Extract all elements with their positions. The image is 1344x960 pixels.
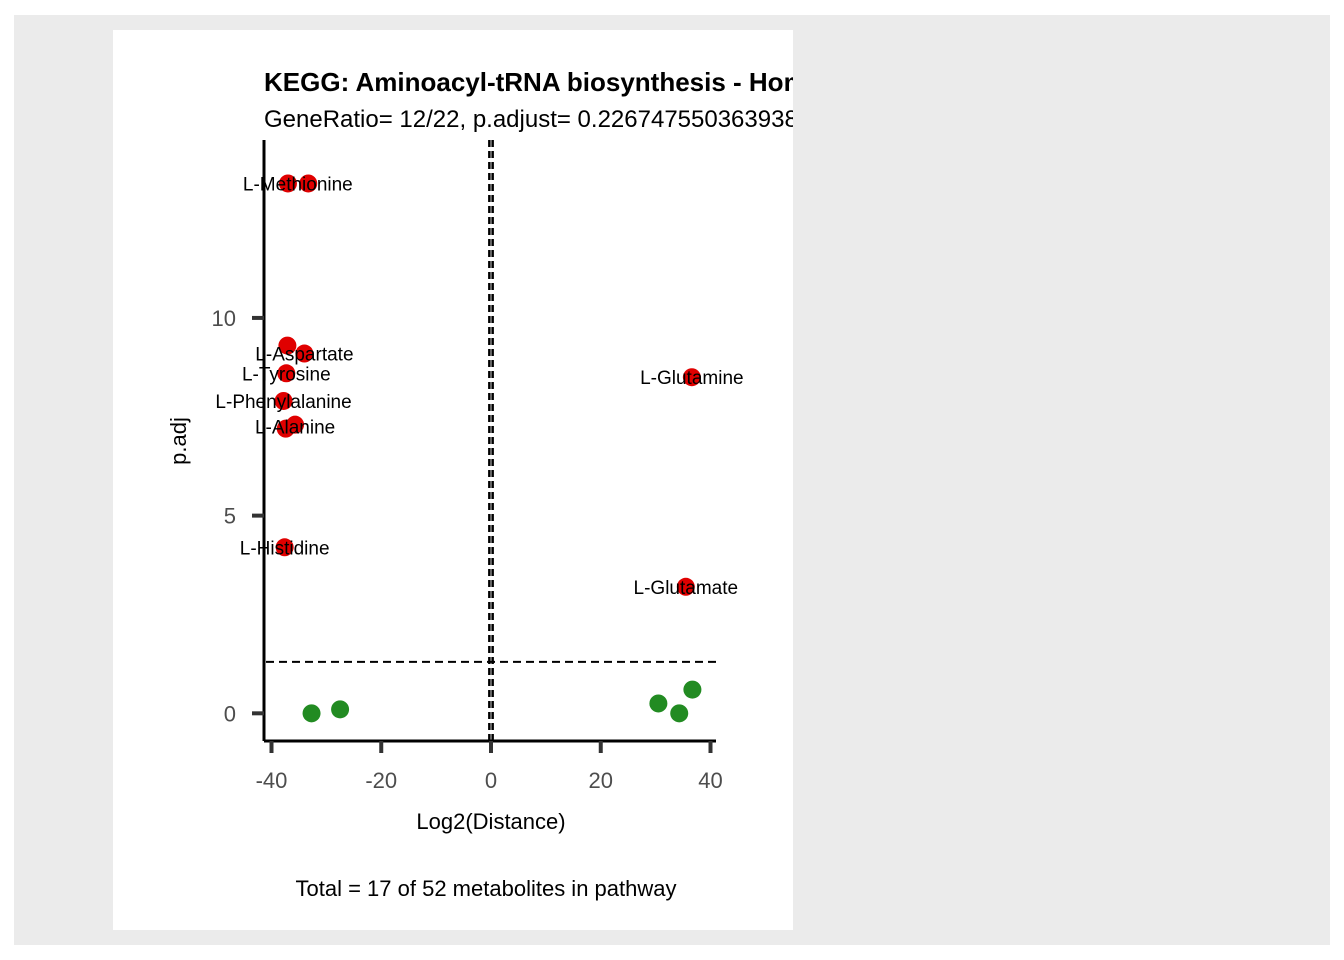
y-tick-label: 10 (212, 306, 236, 331)
significant-point (295, 344, 314, 363)
point-label: L-Aspartate (255, 345, 353, 366)
axes: -40 -20 0 20 40 0 5 10 (212, 140, 723, 793)
point-label: L-Phenylalanine (215, 392, 351, 413)
non-significant-point (649, 694, 668, 713)
significant-point (278, 174, 297, 193)
significant-point (275, 538, 294, 557)
plot-panel: KEGG: Aminoacyl-tRNA biosynthesis - Homo… (113, 30, 793, 930)
x-tick-label: -20 (365, 768, 397, 793)
x-tick-label: 0 (485, 768, 497, 793)
point-label: L-Histidine (240, 538, 330, 559)
chart-title: KEGG: Aminoacyl-tRNA biosynthesis - Homo… (264, 67, 793, 97)
non-significant-point (331, 700, 350, 719)
x-tick-label: -40 (256, 768, 288, 793)
volcano-plot: KEGG: Aminoacyl-tRNA biosynthesis - Homo… (166, 67, 793, 901)
non-significant-point (670, 704, 689, 723)
point-label: L-Glutamine (640, 368, 744, 389)
y-axis-label: p.adj (166, 417, 191, 465)
non-significant-point (683, 680, 702, 699)
point-label: L-Glutamate (634, 578, 739, 599)
non-significant-point (302, 704, 321, 723)
y-tick-label: 0 (224, 701, 236, 726)
significant-point (676, 577, 695, 596)
x-axis-label: Log2(Distance) (416, 809, 565, 834)
chart-caption: Total = 17 of 52 metabolites in pathway (296, 876, 677, 901)
point-label: L-Tyrosine (242, 364, 331, 385)
significant-point (286, 415, 305, 434)
point-label: L-Methionine (243, 174, 353, 195)
point-label: L-Alanine (255, 418, 335, 439)
significant-point (277, 364, 296, 383)
significant-point (682, 368, 701, 387)
x-tick-label: 40 (698, 768, 722, 793)
data-points (274, 174, 702, 723)
x-tick-label: 20 (589, 768, 613, 793)
chart-subtitle: GeneRatio= 12/22, p.adjust= 0.2267475503… (264, 106, 793, 133)
y-tick-label: 5 (224, 504, 236, 529)
reference-lines (266, 140, 716, 741)
significant-point (274, 391, 293, 410)
significant-point (299, 174, 318, 193)
significant-point (278, 336, 297, 355)
